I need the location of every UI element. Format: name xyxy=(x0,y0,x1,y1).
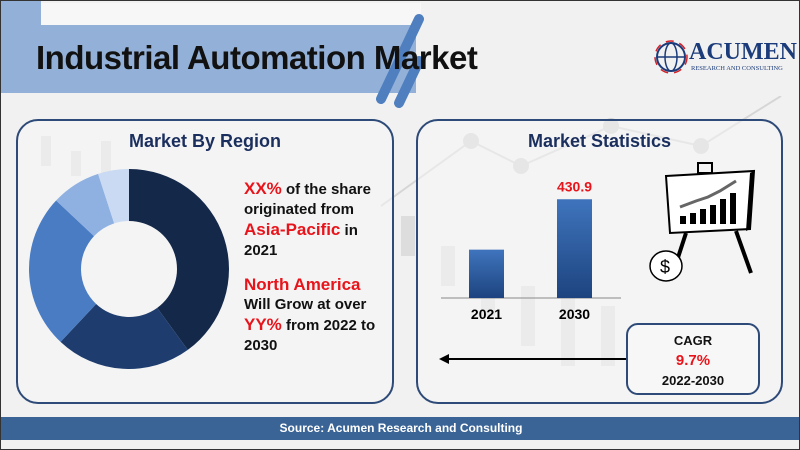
region-panel-title: Market By Region xyxy=(128,131,282,151)
region-donut-chart xyxy=(28,169,229,369)
insight-year: 2030 xyxy=(244,337,278,354)
header-band-corner xyxy=(1,1,41,25)
donut-slice-2 xyxy=(60,303,188,369)
cagr-box: CAGR 9.7% 2022-2030 xyxy=(626,323,760,395)
easel-growth-chart-icon: $ xyxy=(649,162,756,282)
bar-2030 xyxy=(557,199,592,298)
bar-2021 xyxy=(469,249,504,298)
x-tick-label: 2030 xyxy=(559,306,590,322)
page-title: Industrial Automation Market xyxy=(36,39,478,76)
cagr-value: 9.7% xyxy=(675,352,711,369)
source-text: Source: Acumen Research and Consulting xyxy=(279,421,523,435)
market-size-bar-chart: 2021 2030 430.9 xyxy=(441,178,621,322)
logo-tagline: RESEARCH AND CONSULTING xyxy=(691,65,783,72)
arrow-left-icon xyxy=(439,354,627,364)
header-strip xyxy=(41,3,421,25)
north-america-label: North America xyxy=(244,275,361,294)
region-insights: XX% of the share originated from Asia-Pa… xyxy=(244,179,394,356)
insight-text: from 2022 to xyxy=(281,317,376,334)
header-band xyxy=(1,25,416,93)
insight-year: 2021 xyxy=(244,242,278,259)
insight-text: of the share xyxy=(281,181,371,198)
cagr-period: 2022-2030 xyxy=(661,373,725,388)
logo-name: ACUMEN xyxy=(689,39,797,65)
donut-slice-1 xyxy=(129,169,229,350)
insight-text: originated from xyxy=(244,201,355,218)
cagr-label: CAGR xyxy=(673,333,713,348)
bar-data-label: 430.9 xyxy=(557,178,592,194)
donut-slice-3 xyxy=(28,200,97,342)
footer-bar: Source: Acumen Research and Consulting xyxy=(1,417,799,440)
globe-icon xyxy=(654,40,688,74)
stats-panel-title: Market Statistics xyxy=(527,131,672,151)
insight-text: Will Grow at over xyxy=(244,296,367,313)
asia-share-value: XX% xyxy=(244,179,282,198)
donut-slice-5 xyxy=(98,169,129,224)
x-tick-label: 2021 xyxy=(471,306,502,322)
svg-text:$: $ xyxy=(660,257,670,277)
header-stripes-decoration xyxy=(376,14,424,108)
donut-slice-4 xyxy=(56,173,115,237)
insight-text: in xyxy=(340,222,358,239)
north-america-growth-value: YY% xyxy=(244,315,282,334)
asia-pacific-label: Asia-Pacific xyxy=(244,220,341,239)
acumen-logo: ACUMEN RESEARCH AND CONSULTING xyxy=(653,37,798,81)
